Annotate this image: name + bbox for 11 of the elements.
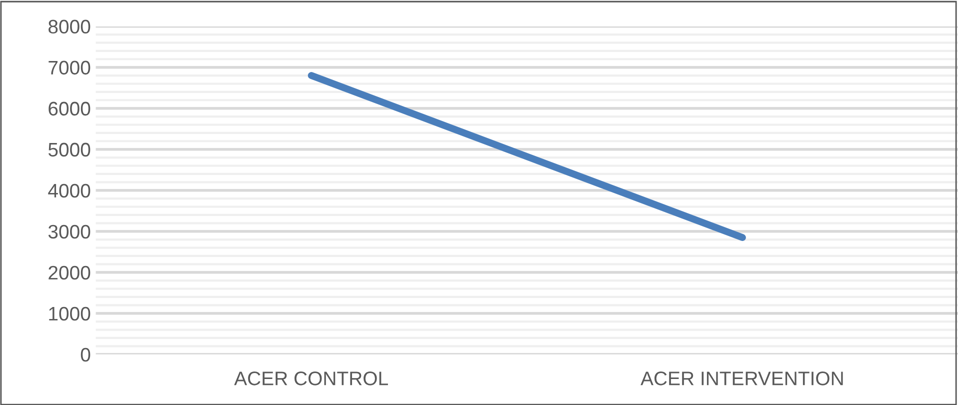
x-tick-label: ACER INTERVENTION — [640, 372, 843, 386]
y-tick-label: 2000 — [48, 266, 90, 280]
y-tick-label: 7000 — [48, 60, 90, 75]
y-tick-label: 4000 — [48, 184, 90, 198]
y-tick-label: 8000 — [48, 20, 90, 34]
y-tick-label: 6000 — [48, 102, 90, 116]
y-tick-label: 5000 — [48, 142, 90, 157]
x-tick-label: ACER CONTROL — [234, 372, 388, 386]
y-tick-label: 1000 — [49, 306, 90, 321]
y-tick-label: 3000 — [48, 224, 90, 239]
y-tick-label: 0 — [80, 348, 90, 362]
